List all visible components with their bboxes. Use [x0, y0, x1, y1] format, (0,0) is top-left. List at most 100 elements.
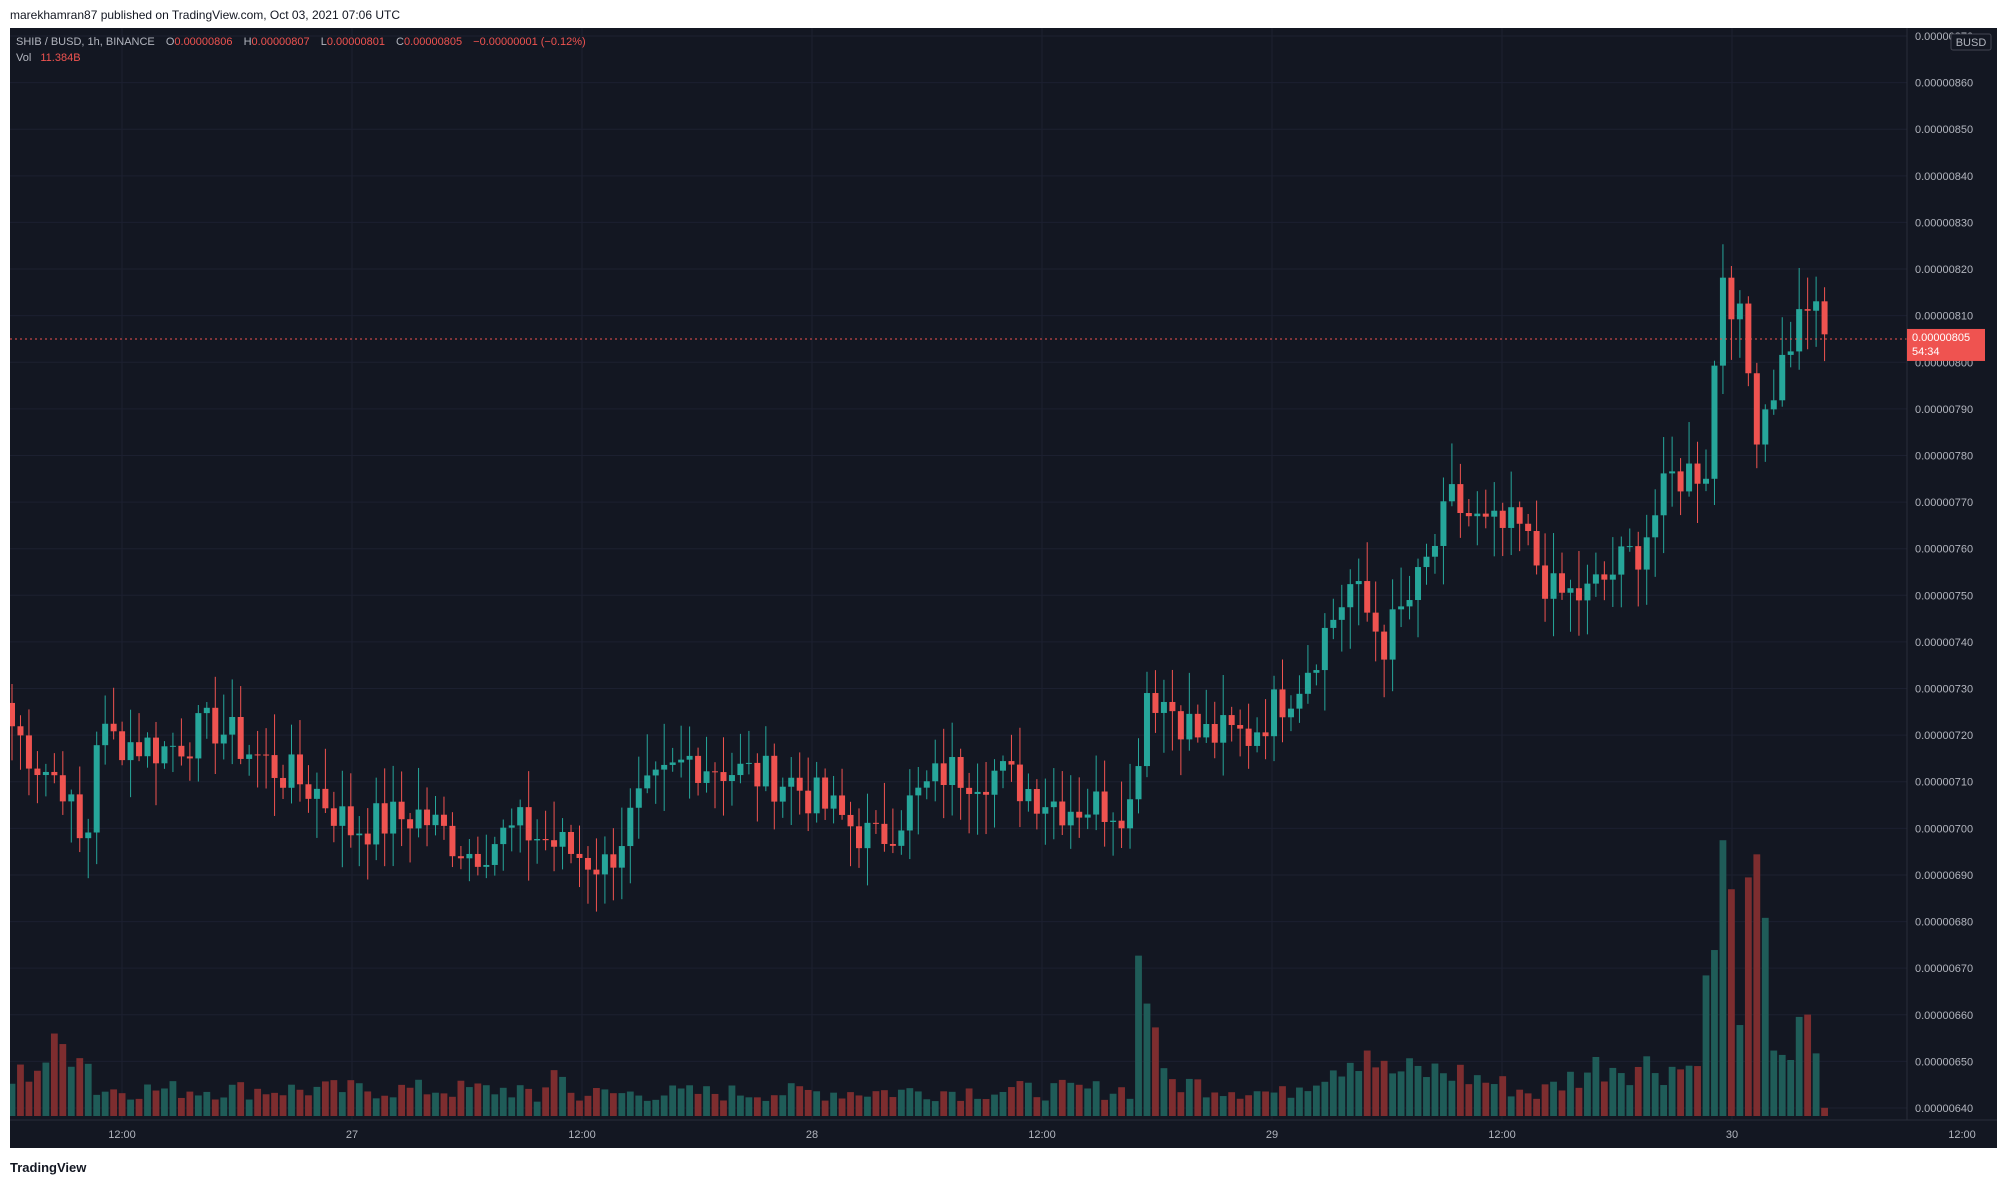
candle-body: [1287, 708, 1294, 718]
candle-body: [1567, 588, 1574, 593]
volume-bar: [779, 1095, 787, 1116]
volume-bar: [42, 1062, 50, 1116]
time-axis[interactable]: [10, 1120, 1997, 1148]
volume-bar: [838, 1098, 846, 1116]
candle-body: [212, 707, 219, 744]
volume-bar: [161, 1088, 168, 1116]
volume-bar: [1550, 1081, 1557, 1116]
candle-body: [296, 754, 303, 785]
legend-open: 0.00000806: [174, 36, 232, 48]
candle-body: [322, 788, 329, 809]
volume-bar: [1761, 917, 1769, 1116]
candle-body: [762, 755, 769, 787]
candle-body: [1338, 607, 1345, 620]
volume-bar: [1651, 1073, 1659, 1116]
candle-body: [1609, 574, 1616, 580]
candle-body: [1127, 799, 1134, 829]
candle-body: [1669, 471, 1676, 474]
volume-bar: [1329, 1070, 1337, 1116]
candle-body: [999, 761, 1006, 771]
price-chart[interactable]: 0.000008700.000008600.000008500.00000840…: [8, 28, 1997, 1148]
candle-body: [1194, 713, 1201, 738]
volume-bar: [804, 1089, 812, 1116]
candle-body: [1601, 574, 1608, 580]
candle-body: [1033, 789, 1040, 814]
candle-body: [203, 707, 210, 714]
volume-bar: [872, 1091, 880, 1116]
volume-bar: [457, 1080, 465, 1116]
volume-bar: [1482, 1082, 1490, 1116]
chart-area[interactable]: 0.00000870 0.00000860 0.00000850 0.00000840…: [8, 28, 1997, 1148]
candle-body: [424, 809, 431, 826]
volume-bar: [1389, 1073, 1397, 1116]
volume-bar: [1448, 1080, 1456, 1116]
x-tick-label: 12:00: [568, 1129, 596, 1141]
candle-body: [779, 786, 786, 802]
volume-bar: [720, 1100, 727, 1116]
volume-bar: [288, 1084, 295, 1116]
publisher-text: marekhamran87 published on TradingView.c…: [10, 8, 400, 22]
volume-bar: [415, 1079, 422, 1116]
legend-high-label: H: [244, 36, 252, 48]
volume-bar: [50, 1033, 58, 1116]
candle-body: [737, 763, 744, 776]
volume-bar: [178, 1097, 185, 1116]
candle-body: [695, 755, 702, 783]
volume-bar: [1473, 1075, 1481, 1116]
volume-bar: [923, 1099, 931, 1116]
candle-body: [847, 814, 854, 827]
candle-body: [25, 735, 32, 769]
volume-bar: [1092, 1081, 1100, 1116]
volume-bar: [1219, 1096, 1227, 1116]
candle-body: [1542, 565, 1549, 599]
price-axis[interactable]: [1907, 28, 1997, 1120]
volume-bar: [1736, 1025, 1744, 1116]
y-tick-label: 0.00000650: [1915, 1056, 1973, 1068]
volume-bar: [881, 1090, 888, 1116]
volume-bar: [296, 1089, 304, 1116]
volume-bar: [1541, 1084, 1549, 1116]
candle-body: [1228, 715, 1235, 726]
candle-body: [1347, 584, 1354, 608]
volume-bar: [1770, 1050, 1778, 1116]
candle-body: [1398, 606, 1405, 610]
volume-bar: [110, 1089, 118, 1116]
candle-body: [712, 771, 719, 773]
volume-bar: [135, 1098, 143, 1116]
candle-body: [1160, 701, 1167, 713]
candle-body: [1330, 619, 1337, 628]
candle-body: [517, 807, 524, 826]
candle-body: [1736, 303, 1743, 320]
volume-bar: [889, 1097, 897, 1116]
legend-close-label: C: [396, 36, 404, 48]
candle-body: [1152, 693, 1159, 713]
volume-bar: [1355, 1071, 1363, 1116]
volume-bar: [1753, 854, 1761, 1116]
volume-bar: [84, 1063, 92, 1116]
volume-bar: [279, 1095, 287, 1116]
volume-bar: [533, 1101, 541, 1116]
candle-body: [1101, 791, 1108, 822]
candle-body: [1321, 627, 1328, 671]
volume-bar: [1168, 1079, 1176, 1116]
volume-bar: [364, 1091, 372, 1116]
volume-bar: [347, 1080, 355, 1116]
candle-body: [1304, 672, 1311, 694]
candle-body: [771, 755, 778, 802]
volume-bar: [1245, 1095, 1253, 1116]
volume-bar: [940, 1091, 948, 1116]
candle-body: [85, 832, 92, 839]
volume-bar: [1626, 1085, 1634, 1116]
y-tick-label: 0.00000710: [1915, 777, 1973, 789]
volume-bar: [618, 1093, 626, 1116]
volume-bar: [1660, 1085, 1668, 1116]
volume-bar: [491, 1094, 499, 1116]
candle-body: [161, 746, 168, 764]
candle-body: [898, 830, 905, 846]
candle-body: [246, 754, 253, 759]
volume-bar: [245, 1099, 253, 1116]
x-tick-label: 12:00: [1028, 1129, 1056, 1141]
candle-body: [1779, 354, 1786, 401]
tradingview-logo[interactable]: TradingView: [10, 1160, 87, 1175]
candle-body: [1313, 670, 1320, 673]
